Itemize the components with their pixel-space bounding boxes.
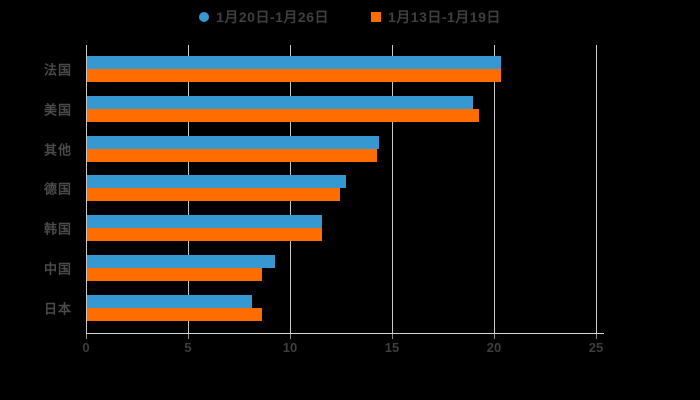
- x-tick: [290, 334, 291, 339]
- category-label-中国: 中国: [43, 261, 72, 277]
- x-tick-label: 10: [282, 340, 298, 355]
- legend: 1月20日-1月26日 1月13日-1月19日: [0, 6, 700, 28]
- category-label-德国: 德国: [43, 181, 72, 197]
- bar-法国-1月13日-1月19日: [87, 69, 502, 82]
- plot-area: [86, 45, 597, 333]
- bar-美国-1月20日-1月26日: [87, 95, 473, 109]
- x-tick: [596, 334, 597, 339]
- bar-美国-1月13日-1月19日: [87, 108, 479, 122]
- bar-其他-1月13日-1月19日: [87, 148, 377, 162]
- bar-韩国-1月20日-1月26日: [87, 215, 322, 229]
- x-tick-label: 0: [82, 340, 90, 355]
- legend-label: 1月20日-1月26日: [216, 9, 329, 25]
- x-tick-label: 5: [184, 340, 192, 355]
- category-label-其他: 其他: [43, 142, 72, 158]
- bar-法国-1月20日-1月26日: [87, 56, 502, 69]
- x-tick: [86, 334, 87, 339]
- gridline: [494, 45, 495, 333]
- bar-其他-1月20日-1月26日: [87, 135, 379, 149]
- category-label-法国: 法国: [43, 62, 72, 78]
- bar-韩国-1月13日-1月19日: [87, 228, 322, 242]
- gridline: [596, 45, 597, 333]
- legend-item-jan20-26[interactable]: 1月20日-1月26日: [199, 7, 329, 27]
- category-label-日本: 日本: [43, 301, 72, 317]
- x-tick: [494, 334, 495, 339]
- bar-中国-1月20日-1月26日: [87, 255, 275, 268]
- legend-item-jan13-19[interactable]: 1月13日-1月19日: [371, 7, 501, 27]
- bar-中国-1月13日-1月19日: [87, 268, 263, 281]
- x-tick: [392, 334, 393, 339]
- legend-square-marker-icon: [371, 12, 381, 22]
- category-label-韩国: 韩国: [43, 221, 72, 237]
- legend-circle-marker-icon: [199, 12, 210, 22]
- bar-德国-1月20日-1月26日: [87, 175, 347, 189]
- x-tick-label: 15: [384, 340, 400, 355]
- legend-label: 1月13日-1月19日: [388, 9, 501, 25]
- bar-日本-1月13日-1月19日: [87, 307, 263, 321]
- x-tick-label: 25: [588, 340, 604, 355]
- bar-德国-1月13日-1月19日: [87, 188, 340, 202]
- x-tick: [188, 334, 189, 339]
- gridline: [86, 45, 87, 333]
- y-axis-labels: 法国美国其他德国韩国中国日本: [0, 45, 78, 333]
- x-tick-label: 20: [486, 340, 502, 355]
- x-axis-line: [86, 333, 604, 334]
- category-label-美国: 美国: [43, 102, 72, 118]
- gridline: [392, 45, 393, 333]
- bar-日本-1月20日-1月26日: [87, 294, 253, 308]
